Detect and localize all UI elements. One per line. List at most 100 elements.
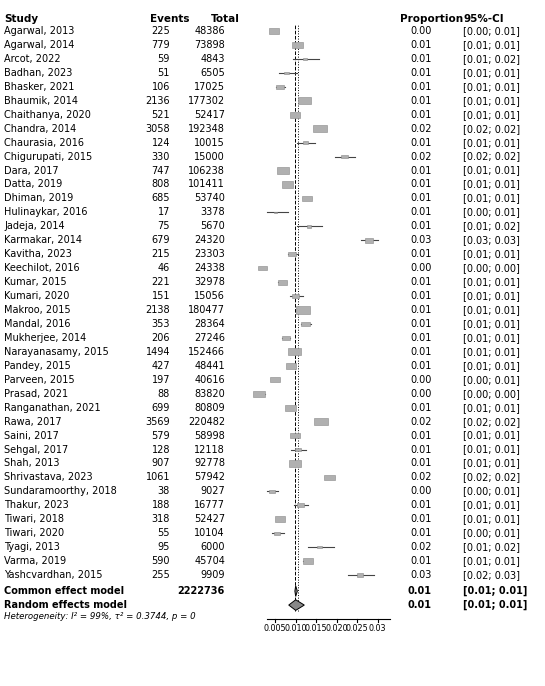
- Text: 48441: 48441: [195, 361, 225, 371]
- Text: [0.01; 0.01]: [0.01; 0.01]: [463, 305, 520, 315]
- Text: 152466: 152466: [188, 347, 225, 357]
- Text: 0.01: 0.01: [410, 180, 432, 189]
- Text: 0.01: 0.01: [410, 40, 432, 50]
- Bar: [282, 181, 293, 188]
- Text: 0.01: 0.01: [410, 277, 432, 287]
- Text: 206: 206: [152, 333, 170, 343]
- Text: Saini, 2017: Saini, 2017: [4, 431, 59, 440]
- Text: 0.01: 0.01: [410, 528, 432, 539]
- Bar: [284, 405, 296, 411]
- Bar: [313, 125, 326, 132]
- Text: 0.00: 0.00: [410, 26, 432, 36]
- Text: Kumari, 2020: Kumari, 2020: [4, 291, 69, 301]
- Text: [0.01; 0.01]: [0.01; 0.01]: [463, 96, 520, 106]
- Text: 0.02: 0.02: [410, 123, 432, 134]
- Text: Mukherjee, 2014: Mukherjee, 2014: [4, 333, 86, 343]
- Bar: [288, 252, 296, 257]
- Text: Dara, 2017: Dara, 2017: [4, 165, 59, 176]
- Text: Mandal, 2016: Mandal, 2016: [4, 319, 70, 329]
- Text: Parveen, 2015: Parveen, 2015: [4, 375, 75, 385]
- Text: 95: 95: [158, 542, 170, 552]
- Text: Prasad, 2021: Prasad, 2021: [4, 389, 68, 399]
- Text: 0.005: 0.005: [264, 624, 287, 633]
- Bar: [292, 42, 304, 48]
- Text: 0.02: 0.02: [410, 542, 432, 552]
- Text: Study: Study: [4, 14, 38, 24]
- Text: 0.01: 0.01: [410, 54, 432, 64]
- Text: 699: 699: [152, 403, 170, 413]
- Text: [0.01; 0.02]: [0.01; 0.02]: [463, 54, 520, 64]
- Text: 215: 215: [152, 249, 170, 259]
- Text: Agarwal, 2014: Agarwal, 2014: [4, 40, 74, 50]
- Text: [0.00; 0.01]: [0.00; 0.01]: [463, 486, 520, 497]
- Text: [0.02; 0.02]: [0.02; 0.02]: [463, 152, 520, 162]
- Text: 330: 330: [152, 152, 170, 162]
- Text: 12118: 12118: [194, 445, 225, 455]
- Text: 80809: 80809: [195, 403, 225, 413]
- Text: 88: 88: [158, 389, 170, 399]
- Text: Datta, 2019: Datta, 2019: [4, 180, 62, 189]
- Text: 55: 55: [158, 528, 170, 539]
- Text: Hulinaykar, 2016: Hulinaykar, 2016: [4, 207, 88, 217]
- Bar: [289, 460, 301, 466]
- Text: 101411: 101411: [188, 180, 225, 189]
- Text: 10015: 10015: [194, 138, 225, 147]
- Bar: [365, 238, 373, 243]
- Text: 17025: 17025: [194, 82, 225, 92]
- Text: 0.01: 0.01: [410, 96, 432, 106]
- Text: 6505: 6505: [200, 68, 225, 78]
- Polygon shape: [289, 600, 304, 611]
- Text: Chaithanya, 2020: Chaithanya, 2020: [4, 110, 91, 119]
- Text: 45704: 45704: [194, 556, 225, 566]
- Text: 9027: 9027: [200, 486, 225, 497]
- Text: 0.00: 0.00: [410, 389, 432, 399]
- Text: Agarwal, 2013: Agarwal, 2013: [4, 26, 74, 36]
- Text: 73898: 73898: [194, 40, 225, 50]
- Text: 225: 225: [152, 26, 170, 36]
- Text: 353: 353: [152, 319, 170, 329]
- Text: 106: 106: [152, 82, 170, 92]
- Text: [0.01; 0.01]: [0.01; 0.01]: [463, 458, 520, 469]
- Text: 92778: 92778: [194, 458, 225, 469]
- Text: 0.01: 0.01: [408, 586, 432, 596]
- Text: Chaurasia, 2016: Chaurasia, 2016: [4, 138, 84, 147]
- Bar: [276, 85, 284, 88]
- Text: 0.02: 0.02: [410, 473, 432, 482]
- Bar: [324, 475, 335, 480]
- Text: 124: 124: [152, 138, 170, 147]
- Text: 0.01: 0.01: [410, 82, 432, 92]
- Text: [0.01; 0.01]: [0.01; 0.01]: [463, 403, 520, 413]
- Text: [0.01; 0.01]: [0.01; 0.01]: [463, 68, 520, 78]
- Text: Sundaramoorthy, 2018: Sundaramoorthy, 2018: [4, 486, 117, 497]
- Text: Makroo, 2015: Makroo, 2015: [4, 305, 71, 315]
- Text: 0.01: 0.01: [410, 556, 432, 566]
- Text: 24338: 24338: [194, 263, 225, 273]
- Text: Total: Total: [210, 14, 239, 24]
- Text: [0.01; 0.01]: [0.01; 0.01]: [463, 333, 520, 343]
- Bar: [277, 280, 287, 285]
- Text: 2138: 2138: [146, 305, 170, 315]
- Text: [0.02; 0.02]: [0.02; 0.02]: [463, 416, 520, 427]
- Text: Bhasker, 2021: Bhasker, 2021: [4, 82, 74, 92]
- Text: 3378: 3378: [201, 207, 225, 217]
- Bar: [274, 211, 277, 213]
- Bar: [341, 154, 348, 158]
- Text: Events: Events: [150, 14, 190, 24]
- Text: [0.01; 0.01]: [0.01; 0.01]: [463, 180, 520, 189]
- Text: [0.01; 0.02]: [0.01; 0.02]: [463, 542, 520, 552]
- Text: [0.00; 0.01]: [0.00; 0.01]: [463, 26, 520, 36]
- Text: 0.03: 0.03: [410, 235, 432, 246]
- Text: 679: 679: [152, 235, 170, 246]
- Text: [0.03; 0.03]: [0.03; 0.03]: [463, 235, 520, 246]
- Text: Chigurupati, 2015: Chigurupati, 2015: [4, 152, 92, 162]
- Text: 27246: 27246: [194, 333, 225, 343]
- Text: [0.01; 0.01]: [0.01; 0.01]: [463, 319, 520, 329]
- Text: Shrivastava, 2023: Shrivastava, 2023: [4, 473, 93, 482]
- Text: 4843: 4843: [201, 54, 225, 64]
- Text: 83820: 83820: [194, 389, 225, 399]
- Text: 0.01: 0.01: [410, 193, 432, 204]
- Text: 0.020: 0.020: [325, 624, 348, 633]
- Text: [0.01; 0.01]: [0.01; 0.01]: [463, 347, 520, 357]
- Text: 0.03: 0.03: [410, 570, 432, 580]
- Text: 0.01: 0.01: [410, 333, 432, 343]
